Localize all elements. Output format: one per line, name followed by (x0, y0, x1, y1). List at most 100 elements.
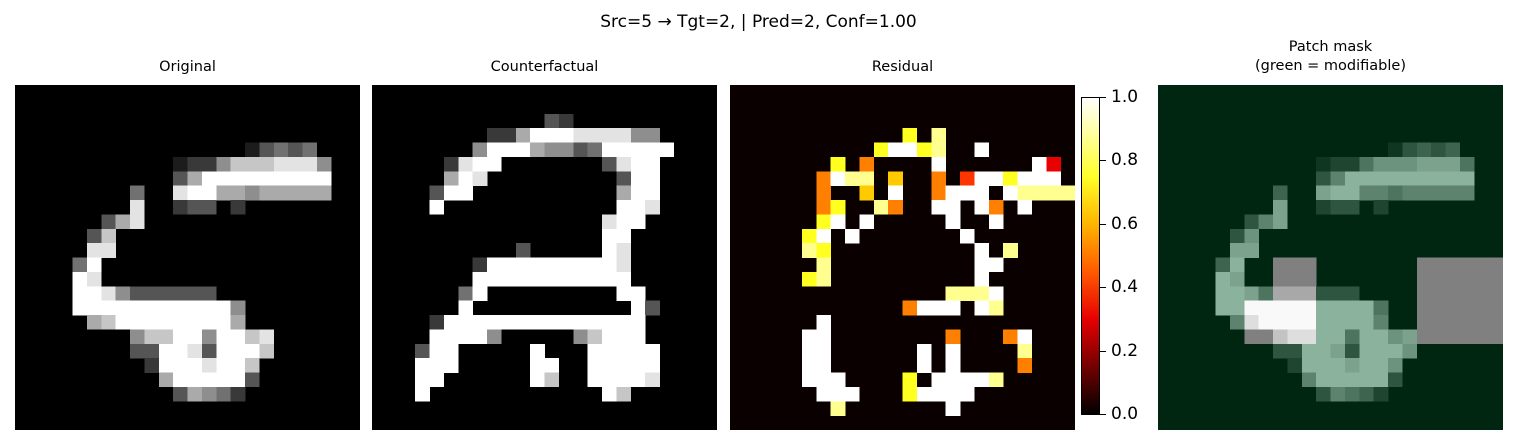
heatmap-cell (1388, 171, 1403, 186)
heatmap-cell (1330, 315, 1346, 330)
colorbar-tick (1100, 97, 1106, 98)
heatmap-cell (1488, 300, 1503, 316)
heatmap-cell (816, 271, 831, 287)
heatmap-cell (429, 372, 445, 388)
heatmap-cell (1344, 315, 1360, 330)
heatmap-cell (1244, 243, 1259, 258)
heatmap-cell (1046, 171, 1061, 186)
heatmap-cell (1003, 329, 1018, 345)
heatmap-cell (259, 156, 275, 172)
colorbar-tick-label: 0.6 (1111, 213, 1139, 234)
heatmap-cell (902, 372, 918, 388)
heatmap-cell (216, 358, 231, 373)
heatmap-cell (830, 214, 846, 230)
heatmap-cell (1459, 171, 1475, 186)
heatmap-cell (72, 300, 88, 316)
heatmap-cell (216, 372, 231, 388)
heatmap-cell (302, 185, 318, 201)
heatmap-cell (602, 257, 617, 273)
heatmap-cell (1388, 142, 1403, 158)
heatmap-cell (573, 271, 588, 287)
heatmap-cell (201, 386, 217, 402)
heatmap-cell (616, 214, 632, 230)
heatmap-cell (573, 128, 588, 143)
heatmap-cell (816, 315, 831, 330)
heatmap-cell (960, 228, 975, 244)
heatmap-cell (602, 271, 617, 287)
heatmap-cell (816, 228, 831, 244)
heatmap-cell (1344, 358, 1360, 373)
heatmap-cell (173, 156, 188, 172)
heatmap-cell (931, 156, 946, 172)
heatmap-cell (1287, 257, 1303, 273)
heatmap-cell (1459, 156, 1475, 172)
heatmap-cell (616, 315, 632, 330)
heatmap-cell (931, 372, 946, 388)
heatmap-cell (1330, 343, 1346, 359)
heatmap-cell (630, 329, 646, 345)
heatmap-cell (587, 142, 603, 158)
heatmap-cell (173, 171, 188, 186)
heatmap-cell (429, 185, 445, 201)
heatmap-cell (602, 329, 617, 345)
heatmap-cell (1258, 329, 1274, 345)
heatmap-cell (931, 142, 946, 158)
heatmap-cell (230, 386, 246, 402)
heatmap-cell (558, 271, 574, 287)
heatmap-cell (1373, 200, 1389, 215)
heatmap-cell (530, 315, 545, 330)
heatmap-cell (1316, 171, 1331, 186)
heatmap-cell (1229, 300, 1245, 316)
heatmap-cell (115, 315, 131, 330)
heatmap-cell (443, 156, 459, 172)
heatmap-cell (945, 300, 961, 316)
heatmap-cell (1416, 171, 1432, 186)
heatmap-cell (415, 358, 430, 373)
heatmap-cell (1344, 372, 1360, 388)
heatmap-cell (1344, 185, 1360, 201)
heatmap-cell (558, 142, 574, 158)
heatmap-cell (558, 315, 574, 330)
heatmap-cell (201, 286, 217, 301)
heatmap-cell (816, 214, 831, 230)
heatmap-cell (429, 329, 445, 345)
heatmap-cell (960, 185, 975, 201)
heatmap-cell (1445, 185, 1461, 201)
heatmap-cell (144, 358, 160, 373)
heatmap-cell (801, 358, 817, 373)
heatmap-cell (1301, 315, 1317, 330)
heatmap-cell (115, 214, 131, 230)
heatmap-cell (530, 128, 545, 143)
heatmap-cell (630, 315, 646, 330)
heatmap-cell (801, 271, 817, 287)
heatmap-cell (1273, 214, 1288, 230)
heatmap-cell (616, 329, 632, 345)
heatmap-cell (1301, 286, 1317, 301)
heatmap-cell (602, 243, 617, 258)
heatmap-cell (158, 358, 174, 373)
colorbar-tick-label: 0.0 (1111, 404, 1139, 424)
heatmap-cell (144, 343, 160, 359)
heatmap-cell (1287, 271, 1303, 287)
heatmap-cell (1316, 372, 1331, 388)
heatmap-cell (645, 200, 660, 215)
heatmap-cell (1359, 300, 1374, 316)
heatmap-cell (816, 200, 831, 215)
counterfactual-title: Counterfactual (490, 59, 599, 75)
heatmap-cell (1373, 358, 1389, 373)
heatmap-cell (630, 128, 646, 143)
heatmap-cell (960, 372, 975, 388)
heatmap-cell (173, 372, 188, 388)
heatmap-cell (1373, 343, 1389, 359)
heatmap-cell (1301, 300, 1317, 316)
heatmap-cell (443, 315, 459, 330)
heatmap-cell (1388, 185, 1403, 201)
heatmap-cell (602, 142, 617, 158)
heatmap-cell (259, 329, 275, 345)
heatmap-cell (1316, 200, 1331, 215)
heatmap-cell (1344, 200, 1360, 215)
heatmap-cell (501, 142, 517, 158)
heatmap-cell (1459, 315, 1475, 330)
heatmap-cell (216, 185, 231, 201)
heatmap-cell (873, 142, 889, 158)
